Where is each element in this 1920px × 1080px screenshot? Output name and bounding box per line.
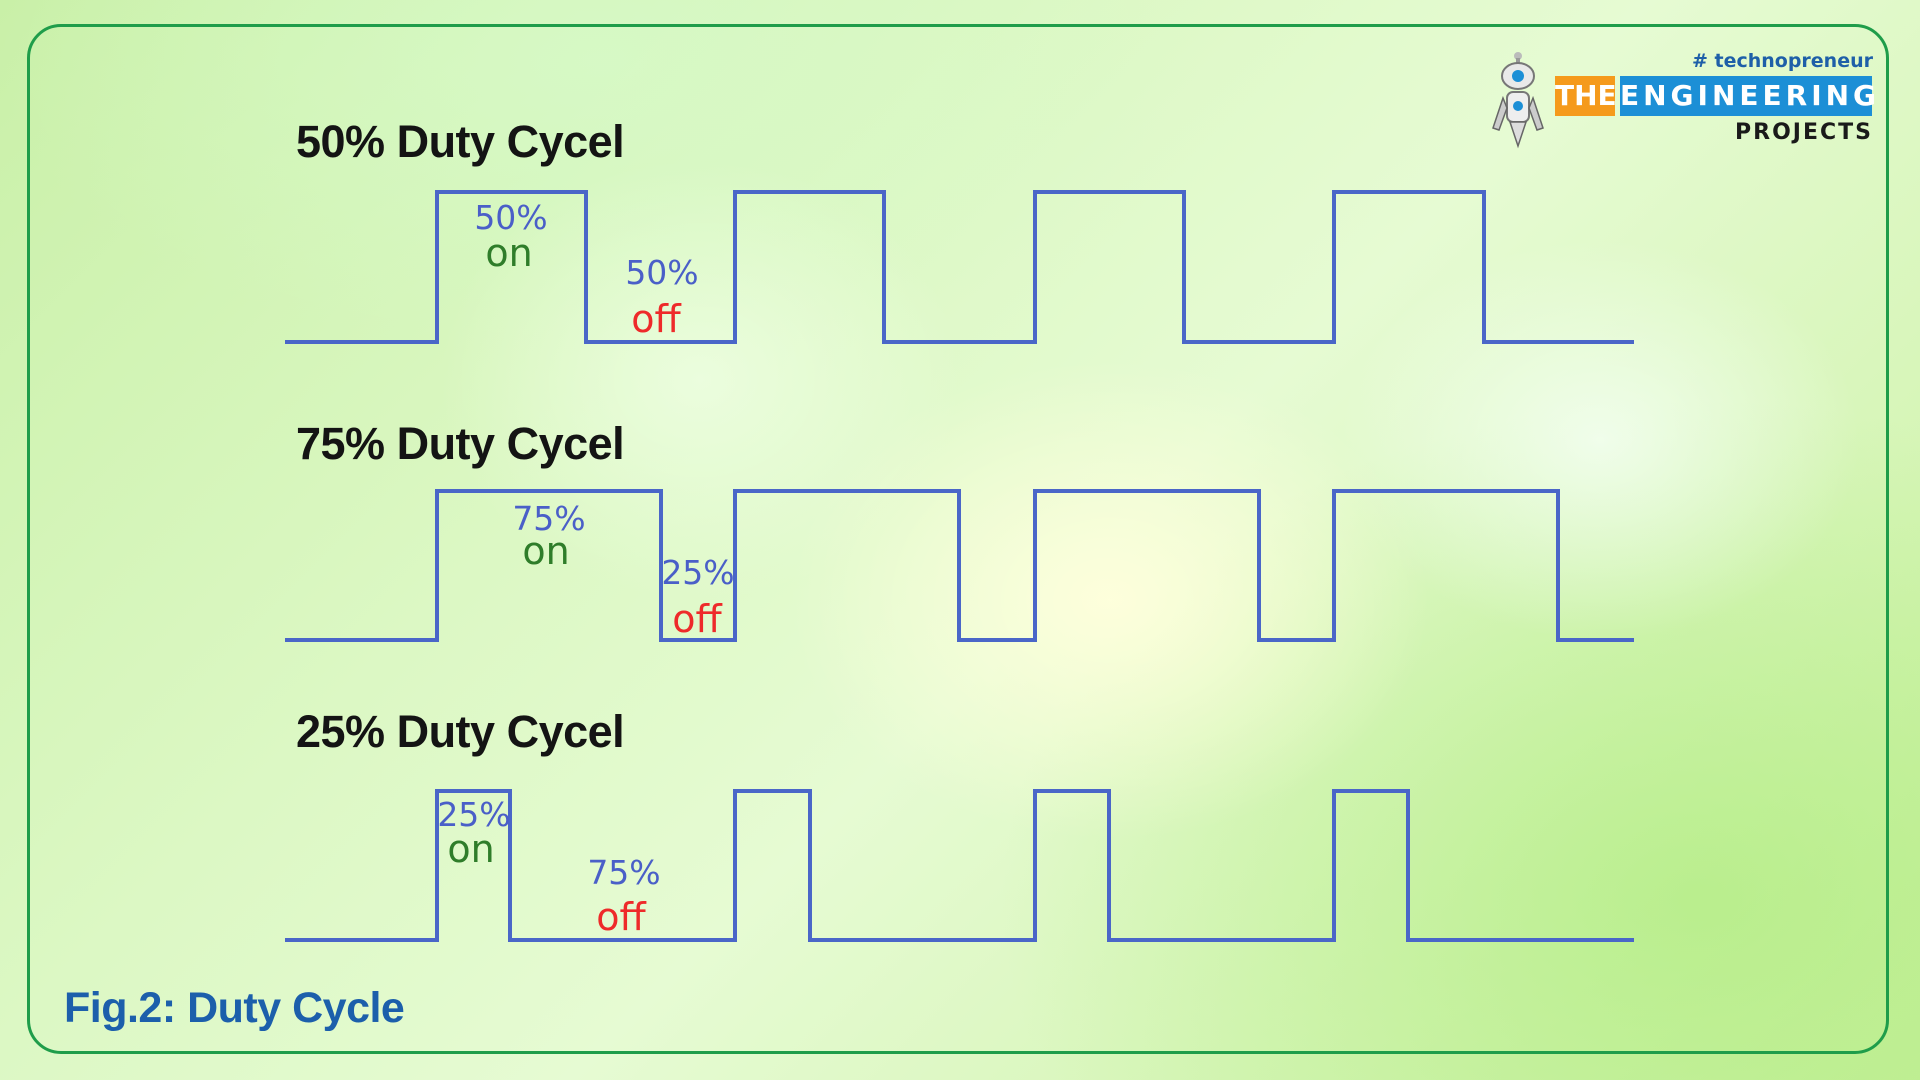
logo-projects: PROJECTS xyxy=(1735,120,1873,145)
robot-icon xyxy=(1492,52,1544,149)
square-wave-50 xyxy=(285,190,1634,344)
panel-75-on-percent: 75% xyxy=(512,499,585,538)
logo-engineering: ENGINEERING xyxy=(1620,76,1876,116)
panel-25-on-label: on xyxy=(447,827,494,871)
figure-border xyxy=(27,24,1889,1054)
panel-75-title: 75% Duty Cycel xyxy=(296,418,625,469)
panel-75-off-label: off xyxy=(672,597,722,641)
panel-50-on-percent: 50% xyxy=(474,198,547,237)
panel-50-off-label: off xyxy=(631,297,681,341)
logo-tagline: # technopreneur xyxy=(1691,50,1873,72)
panel-50-off-percent: 50% xyxy=(625,253,698,292)
square-wave-75 xyxy=(285,489,1634,642)
panel-50-on-label: on xyxy=(485,231,532,275)
panel-25-off-percent: 75% xyxy=(587,853,660,892)
panel-25-title: 25% Duty Cycel xyxy=(296,706,625,757)
panel-25-off-label: off xyxy=(596,895,646,939)
figure-caption: Fig.2: Duty Cycle xyxy=(64,984,405,1032)
panel-75-off-percent: 25% xyxy=(661,553,734,592)
panel-75-on-label: on xyxy=(522,529,569,573)
logo-the: THE xyxy=(1555,76,1617,116)
panel-50-title: 50% Duty Cycel xyxy=(296,116,625,167)
square-wave-25 xyxy=(285,789,1634,942)
logo: # technopreneur THE ENGINEERING PROJECTS xyxy=(1485,48,1876,152)
panel-25-on-percent: 25% xyxy=(437,795,510,834)
